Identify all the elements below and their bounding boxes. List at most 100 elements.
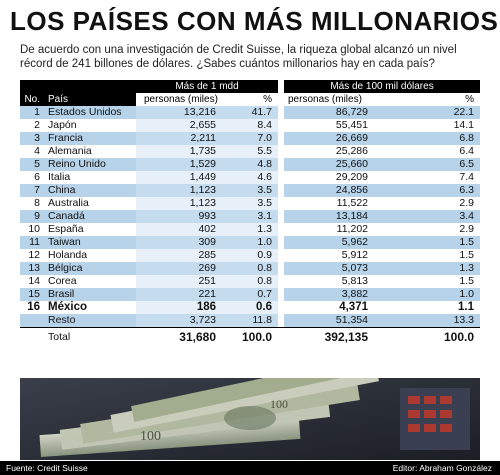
row-persons-a: 1,449 bbox=[136, 171, 222, 184]
col-header-persons-b: personas (miles) bbox=[284, 93, 374, 106]
total-row: Total 31,680 100.0 392,135 100.0 bbox=[20, 327, 481, 346]
row-persons-a: 1,123 bbox=[136, 197, 222, 210]
col-header-persons-a: personas (miles) bbox=[136, 93, 222, 106]
row-country: Corea bbox=[44, 275, 136, 288]
row-persons-a: 3,723 bbox=[136, 314, 222, 328]
row-no: 6 bbox=[20, 171, 44, 184]
row-pct-a: 0.6 bbox=[222, 301, 278, 314]
row-persons-b: 55,451 bbox=[284, 119, 374, 132]
row-pct-a: 3.5 bbox=[222, 197, 278, 210]
row-pct-a: 1.0 bbox=[222, 236, 278, 249]
row-persons-a: 285 bbox=[136, 249, 222, 262]
row-persons-a: 993 bbox=[136, 210, 222, 223]
row-persons-b: 51,354 bbox=[284, 314, 374, 328]
row-persons-b: 25,660 bbox=[284, 158, 374, 171]
row-pct-b: 2.9 bbox=[374, 223, 481, 236]
row-persons-b: 5,962 bbox=[284, 236, 374, 249]
footer-source: Fuente: Credit Suisse bbox=[6, 463, 88, 473]
row-no: 12 bbox=[20, 249, 44, 262]
table-row: 14 Corea 251 0.8 5,813 1.5 bbox=[20, 275, 481, 288]
row-pct-b: 13.3 bbox=[374, 314, 481, 328]
svg-text:100: 100 bbox=[270, 397, 288, 411]
row-pct-b: 7.4 bbox=[374, 171, 481, 184]
table-row: 16 México 186 0.6 4,371 1.1 bbox=[20, 301, 481, 314]
row-persons-a: 402 bbox=[136, 223, 222, 236]
row-country: Alemania bbox=[44, 145, 136, 158]
row-no: 7 bbox=[20, 184, 44, 197]
table-row: 6 Italia 1,449 4.6 29,209 7.4 bbox=[20, 171, 481, 184]
table-row: 8 Australia 1,123 3.5 11,522 2.9 bbox=[20, 197, 481, 210]
millionaires-table: Más de 1 mdd Más de 100 mil dólares No. … bbox=[20, 80, 481, 346]
row-persons-a: 13,216 bbox=[136, 106, 222, 119]
group-header-row: Más de 1 mdd Más de 100 mil dólares bbox=[20, 80, 481, 93]
row-no: 14 bbox=[20, 275, 44, 288]
row-country: España bbox=[44, 223, 136, 236]
row-no: 10 bbox=[20, 223, 44, 236]
row-persons-b: 11,522 bbox=[284, 197, 374, 210]
row-persons-b: 3,882 bbox=[284, 288, 374, 301]
row-pct-a: 1.3 bbox=[222, 223, 278, 236]
row-country: Taiwan bbox=[44, 236, 136, 249]
row-pct-b: 1.5 bbox=[374, 249, 481, 262]
table-row: 2 Japón 2,655 8.4 55,451 14.1 bbox=[20, 119, 481, 132]
row-country: Bélgica bbox=[44, 262, 136, 275]
row-pct-b: 14.1 bbox=[374, 119, 481, 132]
col-header-pct-b: % bbox=[374, 93, 481, 106]
row-persons-b: 25,286 bbox=[284, 145, 374, 158]
table-row: 1 Estados Unidos 13,216 41.7 86,729 22.1 bbox=[20, 106, 481, 119]
row-pct-a: 3.1 bbox=[222, 210, 278, 223]
row-persons-b: 5,813 bbox=[284, 275, 374, 288]
table-row: 5 Reino Unido 1,529 4.8 25,660 6.5 bbox=[20, 158, 481, 171]
row-persons-a: 251 bbox=[136, 275, 222, 288]
row-persons-b: 5,073 bbox=[284, 262, 374, 275]
row-pct-a: 0.9 bbox=[222, 249, 278, 262]
row-country: Australia bbox=[44, 197, 136, 210]
row-no: 13 bbox=[20, 262, 44, 275]
table-row: 10 España 402 1.3 11,202 2.9 bbox=[20, 223, 481, 236]
row-persons-b: 24,856 bbox=[284, 184, 374, 197]
footer-bar: Fuente: Credit Suisse Editor: Abraham Go… bbox=[0, 461, 500, 475]
row-country: México bbox=[44, 301, 136, 314]
col-header-no: No. bbox=[20, 93, 44, 106]
row-pct-a: 7.0 bbox=[222, 132, 278, 145]
total-persons-b: 392,135 bbox=[284, 327, 374, 346]
row-persons-b: 29,209 bbox=[284, 171, 374, 184]
col-header-pct-a: % bbox=[222, 93, 278, 106]
row-persons-b: 13,184 bbox=[284, 210, 374, 223]
row-pct-a: 0.7 bbox=[222, 288, 278, 301]
row-pct-a: 5.5 bbox=[222, 145, 278, 158]
table-row: 3 Francia 2,211 7.0 26,669 6.8 bbox=[20, 132, 481, 145]
row-no: 15 bbox=[20, 288, 44, 301]
row-persons-a: 1,735 bbox=[136, 145, 222, 158]
row-pct-b: 1.3 bbox=[374, 262, 481, 275]
row-persons-a: 221 bbox=[136, 288, 222, 301]
total-label: Total bbox=[44, 327, 136, 346]
row-persons-a: 186 bbox=[136, 301, 222, 314]
row-pct-b: 3.4 bbox=[374, 210, 481, 223]
table-row: Resto 3,723 11.8 51,354 13.3 bbox=[20, 314, 481, 328]
row-persons-a: 269 bbox=[136, 262, 222, 275]
group-header-b: Más de 100 mil dólares bbox=[284, 80, 481, 93]
row-persons-b: 26,669 bbox=[284, 132, 374, 145]
group-header-a: Más de 1 mdd bbox=[136, 80, 278, 93]
row-persons-a: 1,529 bbox=[136, 158, 222, 171]
row-country: Reino Unido bbox=[44, 158, 136, 171]
table-row: 11 Taiwan 309 1.0 5,962 1.5 bbox=[20, 236, 481, 249]
row-pct-b: 6.3 bbox=[374, 184, 481, 197]
row-persons-a: 2,655 bbox=[136, 119, 222, 132]
col-header-country: País bbox=[44, 93, 136, 106]
row-pct-a: 4.6 bbox=[222, 171, 278, 184]
svg-text:100: 100 bbox=[140, 429, 161, 444]
row-country: Estados Unidos bbox=[44, 106, 136, 119]
row-pct-a: 0.8 bbox=[222, 262, 278, 275]
row-pct-b: 2.9 bbox=[374, 197, 481, 210]
row-persons-a: 309 bbox=[136, 236, 222, 249]
footer-editor: Editor: Abraham González bbox=[392, 463, 492, 473]
row-country: Resto bbox=[44, 314, 136, 328]
row-no: 5 bbox=[20, 158, 44, 171]
row-pct-b: 22.1 bbox=[374, 106, 481, 119]
table-row: 9 Canadá 993 3.1 13,184 3.4 bbox=[20, 210, 481, 223]
row-persons-b: 4,371 bbox=[284, 301, 374, 314]
row-country: China bbox=[44, 184, 136, 197]
row-pct-a: 4.8 bbox=[222, 158, 278, 171]
